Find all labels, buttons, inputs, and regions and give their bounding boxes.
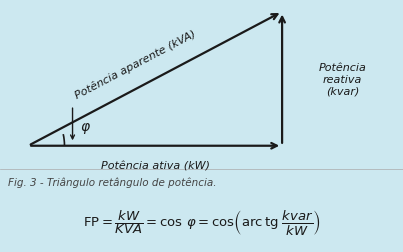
Text: $\mathrm{FP} = \dfrac{kW}{KVA} = \cos\,\varphi = \cos\!\left(\mathrm{arc\,tg}\ \: $\mathrm{FP} = \dfrac{kW}{KVA} = \cos\,\…	[83, 207, 320, 236]
Text: Potência
reativa
(kvar): Potência reativa (kvar)	[319, 63, 366, 96]
Text: Potência ativa (kW): Potência ativa (kW)	[101, 161, 210, 171]
Text: φ: φ	[80, 119, 89, 133]
Text: Fig. 3 - Triângulo retângulo de potência.: Fig. 3 - Triângulo retângulo de potência…	[8, 176, 216, 187]
Text: Potência aparente (kVA): Potência aparente (kVA)	[73, 28, 197, 100]
